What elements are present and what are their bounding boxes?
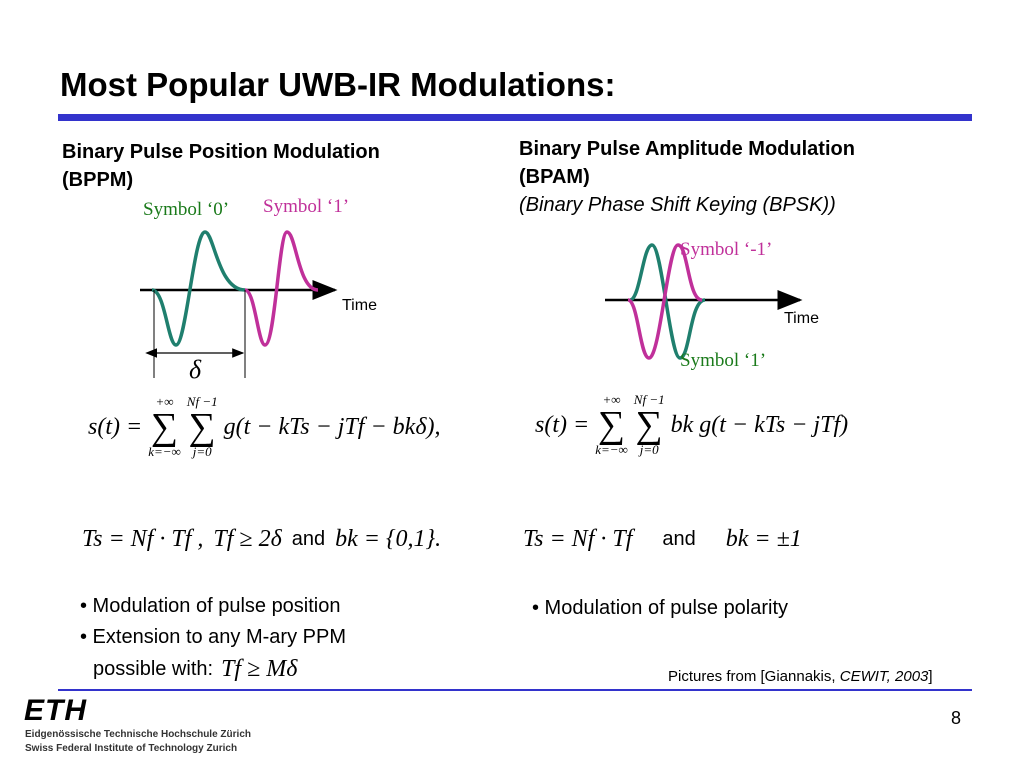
delta-label: δ — [189, 355, 202, 384]
formula: s(t) = +∞ ∑ k=−∞ Nf −1 ∑ j=0 bk g(t − kTs − … — [535, 393, 848, 457]
bullet-math: Tf ≥ Mδ — [221, 656, 298, 682]
symbol-label: Symbol ‘-1’ — [680, 239, 773, 260]
logo: ETH — [24, 694, 87, 727]
formula-lhs: s(t) = — [88, 413, 143, 440]
sum: +∞ ∑ k=−∞ — [595, 393, 628, 457]
axis-label: Time — [784, 310, 819, 327]
right-heading: Binary Pulse Amplitude Modulation (BPAM)… — [519, 135, 855, 219]
sum-sign: ∑ — [635, 404, 663, 446]
sum-bottom: j=0 — [192, 444, 212, 459]
condition: bk = ±1 — [725, 526, 802, 552]
credit: Pictures from [Giannakis, CEWIT, 2003] — [668, 668, 933, 685]
condition: Ts = Nf · Tf — [523, 526, 633, 552]
pulse-pos — [629, 243, 706, 360]
formula-body: g(t − kTs − jTf − bkδ), — [223, 413, 441, 440]
sum: Nf −1 ∑ j=0 — [634, 393, 665, 457]
credit-text: ] — [928, 668, 933, 685]
credit-text: Pictures from [Giannakis, — [668, 668, 840, 685]
conditions: Ts = Nf · Tf , Tf ≥ 2δ and bk = {0,1}. — [82, 526, 441, 553]
bullet: possible with: Tf ≥ Mδ — [93, 656, 297, 683]
footer-rule — [58, 689, 972, 691]
pulse-0 — [151, 230, 246, 347]
sum-bottom: k=−∞ — [595, 442, 628, 457]
waveforms — [140, 230, 803, 378]
heading-line: (BPAM) — [519, 166, 590, 188]
condition: bk = {0,1}. — [335, 526, 442, 552]
heading-line: Binary Pulse Position Modulation — [62, 141, 380, 163]
sum-bottom: k=−∞ — [148, 444, 181, 459]
sum: Nf −1 ∑ j=0 — [187, 395, 218, 459]
title-rule — [58, 114, 972, 121]
left-heading: Binary Pulse Position Modulation (BPPM) — [62, 138, 380, 194]
bullet-text: possible with: — [93, 658, 214, 680]
formula: s(t) = +∞ ∑ k=−∞ Nf −1 ∑ j=0 g(t − kTs − jTf… — [88, 395, 440, 459]
heading-line: (Binary Phase Shift Keying (BPSK)) — [519, 194, 836, 216]
symbol-label: Symbol ‘1’ — [263, 196, 350, 217]
sum-sign: ∑ — [150, 406, 179, 448]
credit-source: CEWIT, 2003 — [839, 668, 929, 685]
condition: Ts = Nf · Tf , — [82, 526, 204, 552]
sum-top: +∞ — [155, 394, 174, 409]
pulse-neg — [627, 243, 703, 360]
sum-top: Nf −1 — [633, 392, 665, 407]
bullet: • Extension to any M-ary PPM — [80, 626, 346, 648]
sum-bottom: j=0 — [639, 442, 659, 457]
sum-sign: ∑ — [188, 406, 216, 448]
sum-sign: ∑ — [597, 404, 626, 446]
conditions: Ts = Nf · Tf and bk = ±1 — [523, 526, 802, 553]
symbol-label: Symbol ‘0’ — [143, 199, 230, 220]
footer-line: Eidgenössische Technische Hochschule Zür… — [25, 729, 251, 740]
page-number: 8 — [951, 708, 962, 728]
slide-title: Most Popular UWB-IR Modulations: — [60, 66, 616, 103]
sum: +∞ ∑ k=−∞ — [148, 395, 181, 459]
condition-and: and — [662, 528, 696, 550]
pulse-1 — [244, 230, 319, 347]
sum-top: +∞ — [602, 392, 621, 407]
bullet: • Modulation of pulse position — [80, 595, 341, 617]
sum-top: Nf −1 — [186, 394, 218, 409]
heading-line: Binary Pulse Amplitude Modulation — [519, 138, 855, 160]
bullet: • Modulation of pulse polarity — [532, 597, 789, 619]
footer-line: Swiss Federal Institute of Technology Zu… — [25, 743, 238, 754]
axis-label: Time — [342, 297, 377, 314]
formula-body: bk g(t − kTs − jTf) — [670, 411, 849, 438]
heading-line: (BPPM) — [62, 169, 134, 191]
condition: Tf ≥ 2δ — [213, 526, 282, 552]
symbol-label: Symbol ‘1’ — [680, 350, 767, 371]
formula-lhs: s(t) = — [535, 411, 590, 438]
condition-and: and — [291, 528, 326, 550]
